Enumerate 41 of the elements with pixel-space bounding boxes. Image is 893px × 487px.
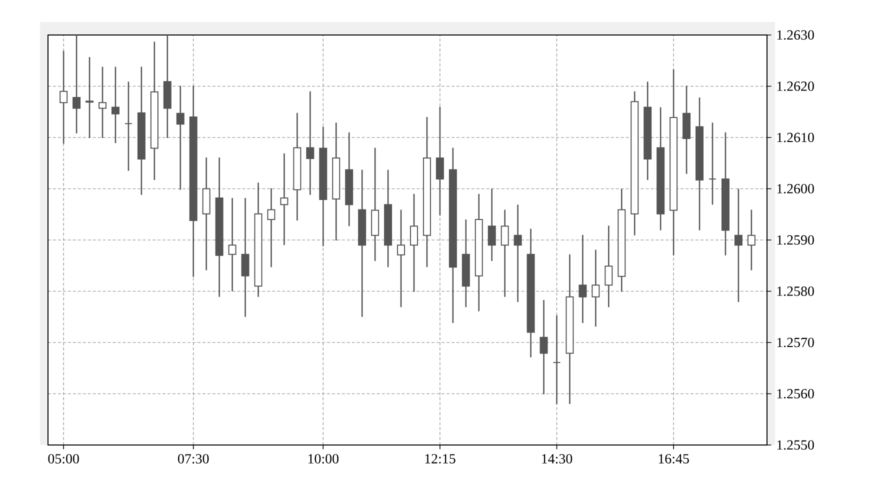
y-tick-label: 1.2550: [777, 440, 814, 450]
candlestick: [228, 197, 236, 292]
candlestick: [488, 188, 496, 262]
x-tick-label: 10:00: [308, 454, 338, 464]
candlestick: [592, 249, 600, 328]
candlestick: [604, 225, 613, 308]
y-tick-label: 1.2620: [777, 82, 814, 91]
x-tick-label: 12:15: [425, 454, 456, 464]
candlestick: [60, 50, 68, 144]
candlestick: [111, 66, 120, 144]
x-tick-label: 07:30: [178, 454, 209, 464]
candlestick: [410, 193, 418, 292]
candlestick: [280, 152, 288, 246]
y-tick-label: 1.2570: [777, 338, 814, 348]
candlestick: [552, 314, 561, 405]
candlestick: [708, 122, 716, 206]
candlestick: [578, 234, 587, 324]
y-tick-label: 1.2610: [777, 132, 814, 142]
x-tick-label: 05:00: [48, 454, 79, 464]
candlestick: [124, 80, 132, 172]
y-tick-label: 1.2600: [777, 184, 814, 194]
candlestick: [397, 209, 406, 308]
candlestick: [747, 209, 756, 271]
x-tick-label: 16:45: [658, 454, 689, 464]
candlestick: [98, 66, 107, 139]
y-tick-label: 1.2630: [777, 30, 814, 40]
candlestick: [500, 209, 509, 298]
candlestick: [241, 197, 250, 318]
candlestick: [176, 85, 184, 190]
y-tick-label: 1.2560: [777, 389, 814, 398]
candlestick: [306, 90, 314, 196]
candlestick: [436, 106, 444, 216]
candlestick: [267, 188, 276, 268]
candlestick: [514, 204, 522, 303]
y-tick-label: 1.2580: [777, 286, 814, 296]
y-tick-label: 1.2590: [777, 235, 814, 245]
candlestick: [734, 188, 742, 303]
candlestick: [86, 56, 94, 139]
x-tick-label: 14:30: [542, 454, 572, 464]
candlestick: [72, 34, 81, 134]
candlestick: [540, 299, 548, 395]
